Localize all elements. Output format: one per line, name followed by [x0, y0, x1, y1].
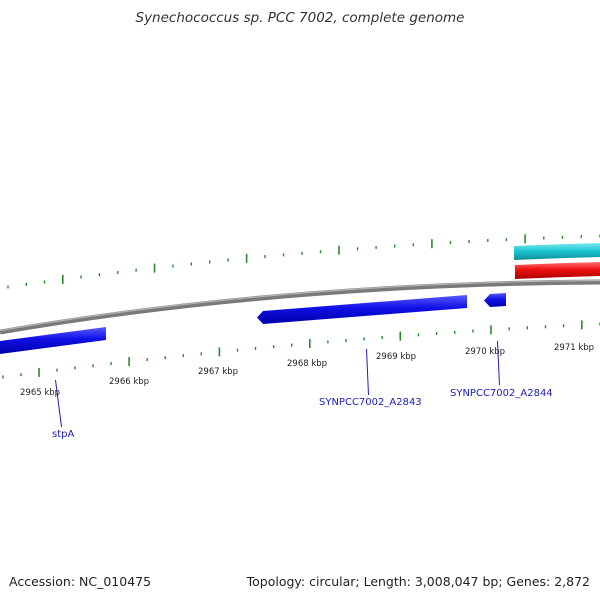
tick-labels: 2965 kbp 2966 kbp 2967 kbp 2968 kbp 2969… [20, 343, 594, 398]
gene-synpcc7002-a2844[interactable] [484, 293, 506, 307]
tick-label-2967: 2967 kbp [198, 367, 238, 377]
gene-stpA[interactable] [0, 327, 106, 354]
tick-label-2971: 2971 kbp [554, 343, 594, 353]
feature-red[interactable] [515, 262, 600, 279]
gene-label-synpcc7002-a2844[interactable]: SYNPCC7002_A2844 [450, 388, 553, 399]
tick-label-2966: 2966 kbp [109, 377, 149, 387]
leader-synpcc7002-a2844 [497, 340, 500, 386]
accession-text: Accession: NC_010475 [9, 574, 152, 589]
outer-tick-ring [7, 234, 600, 289]
genome-backbone-highlight [0, 279, 600, 332]
map-title: Synechococcus sp. PCC 7002, complete gen… [135, 10, 465, 26]
tick-label-2969: 2969 kbp [376, 352, 416, 362]
tick-label-2970: 2970 kbp [465, 347, 505, 357]
tick-label-2968: 2968 kbp [287, 359, 327, 369]
leader-stpA [55, 379, 62, 428]
gene-synpcc7002-a2843[interactable] [257, 295, 467, 324]
inner-tick-ring [2, 320, 600, 379]
feature-teal[interactable] [514, 243, 600, 260]
gene-labels: stpA SYNPCC7002_A2843 SYNPCC7002_A2844 [52, 388, 553, 440]
genome-summary-text: Topology: circular; Length: 3,008,047 bp… [246, 574, 590, 589]
gene-label-leaders [55, 340, 500, 428]
gene-label-synpcc7002-a2843[interactable]: SYNPCC7002_A2843 [319, 397, 422, 408]
gene-label-stpA[interactable]: stpA [52, 429, 74, 440]
tick-label-2965: 2965 kbp [20, 388, 60, 398]
genome-backbone [0, 279, 600, 335]
leader-synpcc7002-a2843 [366, 348, 369, 396]
